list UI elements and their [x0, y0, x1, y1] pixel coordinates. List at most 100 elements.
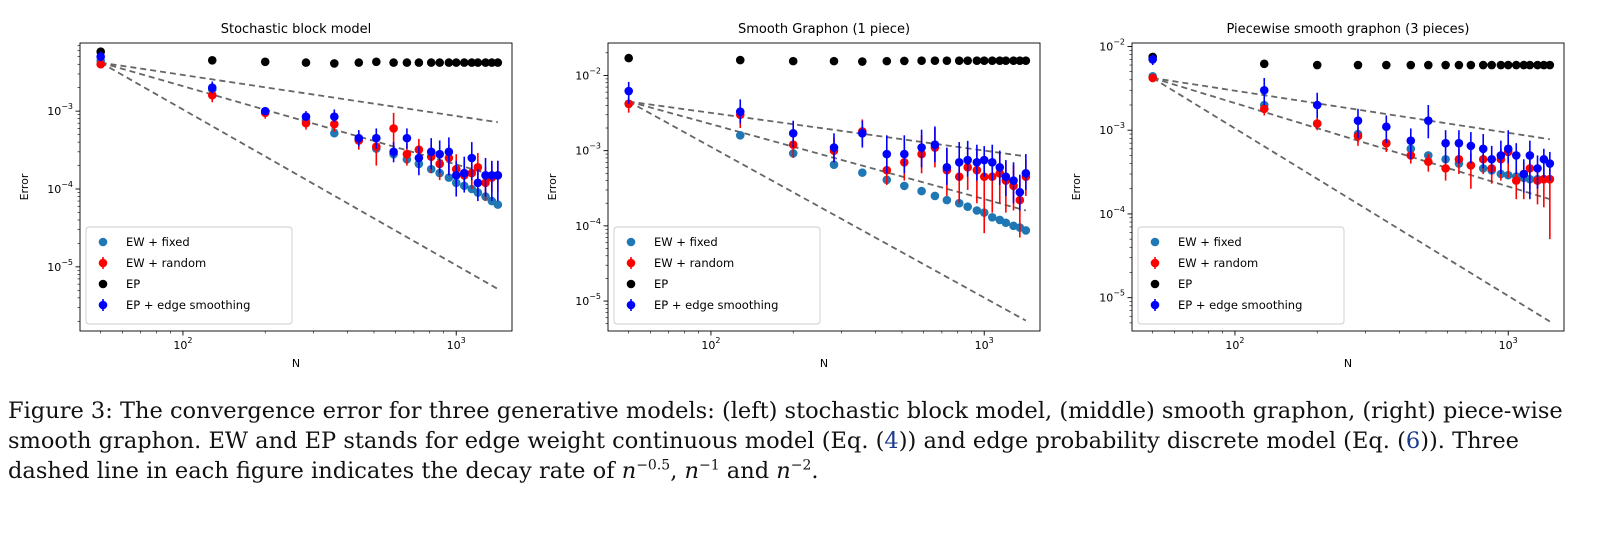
- data-point: [1441, 60, 1450, 70]
- y-tick-label: 10−3: [1099, 121, 1125, 137]
- data-point: [301, 118, 311, 128]
- data-point: [372, 133, 381, 143]
- data-point: [788, 129, 798, 138]
- data-point: [963, 56, 972, 66]
- legend-label: EW + fixed: [1178, 235, 1242, 249]
- data-point: [207, 90, 217, 100]
- data-point: [467, 58, 477, 67]
- legend: EW + fixed EW + random EP EP + edge smoothi…: [613, 226, 821, 325]
- data-point: [1259, 85, 1269, 95]
- y-axis-label: Error: [546, 173, 559, 200]
- data-point: [788, 56, 798, 66]
- y-tick-label-base: 10: [47, 261, 61, 274]
- caption-separator: ,: [670, 458, 685, 484]
- data-point: [426, 147, 436, 157]
- chart-title: Stochastic block model: [221, 22, 372, 37]
- data-point: [402, 58, 412, 67]
- data-point: [930, 140, 940, 149]
- data-point: [1539, 60, 1549, 70]
- data-point: [917, 143, 926, 152]
- math-n: n: [684, 458, 700, 484]
- legend-marker: [98, 237, 108, 247]
- y-tick-label: 10−5: [1099, 289, 1125, 305]
- data-point: [987, 158, 997, 167]
- figure-row: Stochastic block model 102 103 10−5 10−4 10−3…: [18, 22, 1565, 370]
- data-point: [963, 155, 972, 165]
- math-n: n: [621, 458, 637, 484]
- data-point: [972, 206, 982, 215]
- data-point: [1001, 218, 1011, 228]
- data-point: [473, 162, 483, 172]
- data-point: [1021, 226, 1031, 235]
- legend-label: EP: [654, 277, 668, 291]
- caption-text-2: )) and edge probability discrete model (…: [898, 428, 1406, 454]
- x-tick-label-exponent: 3: [461, 336, 466, 345]
- legend-marker: [626, 300, 636, 310]
- legend-label: EW + fixed: [654, 235, 718, 249]
- data-point: [829, 160, 839, 170]
- data-point: [444, 58, 454, 67]
- equation-ref-4[interactable]: 4: [884, 428, 899, 454]
- data-point: [1259, 104, 1269, 114]
- data-point: [900, 149, 909, 159]
- data-point: [301, 58, 311, 67]
- y-tick-label-exponent: −4: [61, 180, 73, 189]
- data-point: [829, 143, 839, 152]
- equation-ref-6[interactable]: 6: [1405, 428, 1421, 454]
- x-tick-label-exponent: 3: [989, 336, 994, 345]
- legend-marker: [98, 279, 108, 289]
- data-point: [942, 195, 952, 205]
- data-point: [1009, 56, 1018, 66]
- x-tick-label: 103: [447, 336, 466, 352]
- data-point: [96, 59, 105, 69]
- y-tick-label-base: 10: [575, 295, 589, 308]
- math-exponent: −2: [790, 457, 812, 474]
- data-point: [829, 56, 839, 66]
- legend-frame: [1137, 226, 1345, 325]
- y-tick-label-exponent: −5: [61, 258, 73, 267]
- data-point: [1353, 60, 1363, 70]
- x-tick-label-base: 10: [173, 339, 187, 352]
- math-exponent: −1: [699, 457, 720, 474]
- data-point: [1259, 59, 1269, 69]
- data-point: [354, 58, 364, 67]
- data-point: [1503, 60, 1513, 70]
- data-point: [1312, 119, 1322, 128]
- x-tick-label-exponent: 2: [187, 336, 192, 345]
- series-ep: [96, 47, 503, 68]
- series-ep-edge-smoothing: [624, 81, 1031, 211]
- data-point: [260, 106, 270, 116]
- data-point: [1519, 60, 1529, 70]
- data-point: [930, 56, 940, 66]
- data-point: [1424, 60, 1433, 70]
- data-point: [1312, 60, 1322, 70]
- series-ep: [1148, 52, 1555, 70]
- legend-frame: [85, 226, 293, 325]
- data-point: [493, 58, 503, 67]
- data-point: [451, 58, 461, 67]
- legend-label: EW + fixed: [126, 235, 190, 249]
- legend-marker: [1150, 300, 1160, 310]
- x-tick-label-exponent: 2: [1239, 336, 1244, 345]
- caption-end: .: [811, 458, 819, 484]
- y-tick-label: 10−5: [47, 258, 73, 274]
- y-tick-label-exponent: −5: [589, 292, 601, 301]
- data-point: [207, 83, 217, 92]
- caption-text-3: )). Three dashed line in each figure ind…: [8, 428, 1519, 484]
- data-point: [1545, 159, 1555, 168]
- data-point: [1487, 154, 1496, 164]
- math-exponent: −0.5: [636, 457, 671, 474]
- data-point: [1382, 60, 1391, 70]
- series-ep: [624, 53, 1031, 66]
- data-point: [481, 58, 490, 67]
- x-tick-label-base: 10: [701, 339, 715, 352]
- legend: EW + fixed EW + random EP EP + edge smoothi…: [1137, 226, 1345, 325]
- legend-marker: [1150, 237, 1160, 247]
- data-point: [954, 158, 964, 167]
- x-tick-label-base: 10: [1225, 339, 1239, 352]
- y-tick-label-base: 10: [575, 220, 589, 233]
- reference-line-decay: [628, 100, 1027, 322]
- data-point: [987, 56, 997, 66]
- legend-label: EP + edge smoothing: [126, 298, 250, 312]
- y-tick-label-base: 10: [47, 183, 61, 196]
